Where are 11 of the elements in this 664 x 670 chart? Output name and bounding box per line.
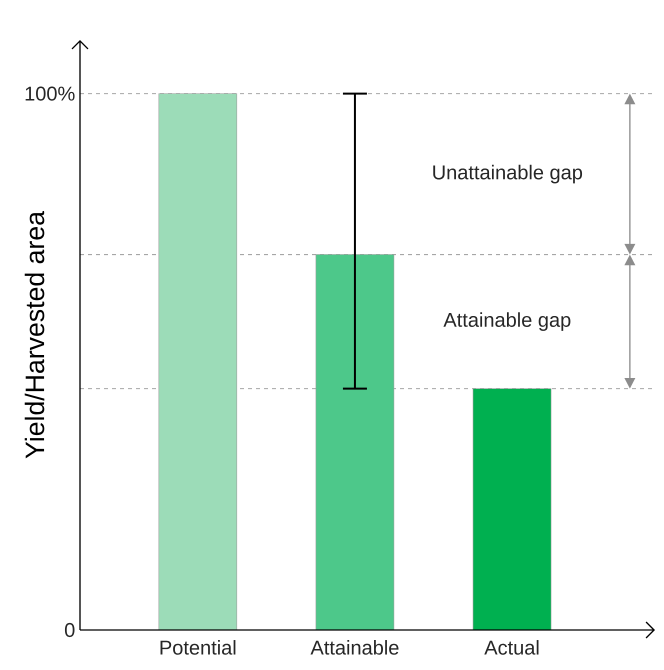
y-tick-label: 0: [64, 622, 74, 638]
x-tick-label: Potential: [160, 640, 236, 655]
y-tick-label: 100%: [26, 86, 75, 101]
x-tick-label: Actual: [484, 640, 538, 655]
annotation: Attainable gap: [443, 312, 570, 331]
x-tick-label: Attainable: [310, 640, 399, 655]
bar: [158, 93, 238, 630]
bar: [472, 388, 552, 630]
annotation: Unattainable gap: [433, 164, 582, 184]
bar: [316, 254, 394, 630]
y-axis-title: Yield/Harvested area: [24, 211, 44, 458]
